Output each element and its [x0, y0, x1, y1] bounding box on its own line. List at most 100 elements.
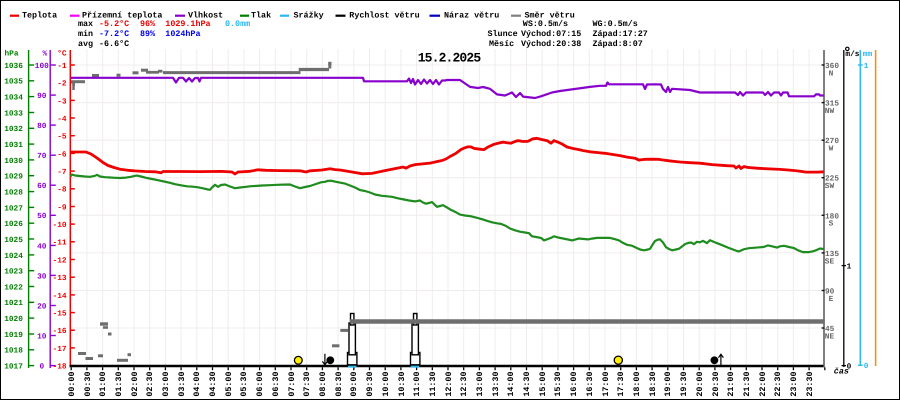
svg-text:-12: -12 — [53, 256, 67, 265]
svg-text:čas: čas — [834, 367, 849, 377]
svg-text:-6.6°C: -6.6°C — [99, 39, 129, 49]
svg-text:07:00: 07:00 — [287, 372, 297, 397]
svg-text:1019: 1019 — [4, 331, 23, 340]
svg-text:-15: -15 — [53, 310, 67, 319]
svg-text:Východ:07:15: Východ:07:15 — [521, 29, 581, 39]
svg-text:02:00: 02:00 — [130, 372, 140, 397]
svg-text:W: W — [829, 145, 834, 154]
svg-text:0: 0 — [39, 363, 44, 372]
svg-text:-9: -9 — [57, 203, 67, 212]
svg-text:-3: -3 — [57, 97, 67, 106]
svg-text:-4: -4 — [57, 115, 67, 124]
svg-text:04:30: 04:30 — [208, 372, 218, 397]
svg-text:1020: 1020 — [4, 315, 23, 324]
svg-text:S: S — [829, 220, 834, 229]
svg-text:Přízemní teplota: Přízemní teplota — [82, 11, 162, 21]
svg-text:21:00: 21:00 — [726, 372, 736, 397]
svg-text:SE: SE — [825, 257, 835, 266]
svg-text:-18: -18 — [53, 363, 67, 372]
svg-text:1030: 1030 — [4, 157, 23, 166]
svg-text:1034: 1034 — [4, 94, 23, 103]
svg-text:1036: 1036 — [4, 62, 23, 71]
svg-text:1022: 1022 — [4, 283, 23, 292]
svg-text:17:00: 17:00 — [601, 372, 611, 397]
svg-text:1024hPa: 1024hPa — [165, 29, 200, 39]
svg-text:08:30: 08:30 — [334, 372, 344, 397]
svg-text:80: 80 — [37, 122, 47, 131]
svg-text:-7.2°C: -7.2°C — [99, 29, 129, 39]
svg-text:12:00: 12:00 — [444, 372, 454, 397]
svg-text:09:30: 09:30 — [365, 372, 375, 397]
svg-text:1031: 1031 — [4, 141, 23, 150]
svg-text:-17: -17 — [53, 345, 67, 354]
svg-text:1029: 1029 — [4, 173, 23, 182]
svg-text:Srážky: Srážky — [294, 11, 324, 21]
svg-text:1017: 1017 — [4, 363, 23, 372]
svg-text:NW: NW — [825, 107, 835, 116]
svg-text:Měsíc: Měsíc — [489, 39, 514, 49]
svg-text:90: 90 — [825, 288, 835, 297]
svg-text:180: 180 — [825, 212, 839, 221]
svg-text:20:00: 20:00 — [695, 372, 705, 397]
svg-text:40: 40 — [37, 242, 47, 251]
svg-text:20: 20 — [37, 302, 47, 311]
svg-text:10:30: 10:30 — [397, 372, 407, 397]
svg-text:1028: 1028 — [4, 189, 23, 198]
svg-text:23:00: 23:00 — [789, 372, 799, 397]
svg-text:1026: 1026 — [4, 220, 23, 229]
svg-text:100: 100 — [35, 62, 49, 71]
svg-text:-5: -5 — [57, 133, 67, 142]
svg-text:-8: -8 — [57, 186, 67, 195]
svg-text:22:30: 22:30 — [773, 372, 783, 397]
svg-text:max: max — [78, 19, 93, 29]
svg-text:60: 60 — [37, 182, 47, 191]
svg-text:NE: NE — [825, 332, 835, 341]
svg-text:21:30: 21:30 — [742, 372, 752, 397]
svg-text:1033: 1033 — [4, 109, 23, 118]
svg-text:-10: -10 — [53, 221, 67, 230]
svg-text:04:00: 04:00 — [192, 372, 202, 397]
svg-text:m/s: m/s — [845, 50, 859, 59]
svg-text:avg: avg — [78, 39, 93, 49]
svg-text:18:30: 18:30 — [648, 372, 658, 397]
svg-text:1024: 1024 — [4, 252, 23, 261]
svg-text:min: min — [78, 29, 93, 39]
svg-text:Slunce: Slunce — [488, 29, 518, 39]
svg-text:18:00: 18:00 — [632, 372, 642, 397]
svg-text:0.0mm: 0.0mm — [225, 19, 250, 29]
svg-text:WS:0.5m/s: WS:0.5m/s — [523, 19, 568, 29]
svg-text:02:30: 02:30 — [145, 372, 155, 397]
svg-text:0: 0 — [864, 362, 869, 371]
svg-text:°C: °C — [57, 49, 67, 58]
svg-text:30: 30 — [37, 272, 47, 281]
svg-text:03:30: 03:30 — [177, 372, 187, 397]
svg-text:13:00: 13:00 — [475, 372, 485, 397]
svg-text:1018: 1018 — [4, 347, 23, 356]
svg-text:09:00: 09:00 — [349, 372, 359, 397]
svg-text:14:30: 14:30 — [522, 372, 532, 397]
svg-text:SW: SW — [825, 182, 835, 191]
svg-text:mm: mm — [863, 51, 873, 59]
svg-text:Západ:17:27: Západ:17:27 — [593, 29, 648, 39]
svg-text:Rychlost větru: Rychlost větru — [349, 11, 419, 21]
svg-text:89%: 89% — [140, 29, 156, 39]
svg-text:%: % — [43, 49, 48, 58]
svg-text:WG:0.5m/s: WG:0.5m/s — [593, 19, 638, 29]
svg-text:270: 270 — [825, 137, 839, 146]
svg-text:05:30: 05:30 — [239, 372, 249, 397]
svg-text:06:30: 06:30 — [271, 372, 281, 397]
svg-text:01:00: 01:00 — [98, 372, 108, 397]
svg-text:15.2.2025: 15.2.2025 — [418, 50, 482, 65]
svg-text:15:00: 15:00 — [538, 372, 548, 397]
svg-text:1035: 1035 — [4, 78, 23, 87]
svg-text:22:00: 22:00 — [758, 372, 768, 397]
svg-text:23:30: 23:30 — [805, 372, 815, 397]
svg-text:10:00: 10:00 — [381, 372, 391, 397]
svg-text:-5.2°C: -5.2°C — [99, 19, 129, 29]
svg-text:Západ:8:07: Západ:8:07 — [593, 39, 643, 49]
svg-text:16:30: 16:30 — [585, 372, 595, 397]
svg-text:Vlhkost: Vlhkost — [188, 11, 223, 21]
svg-text:0: 0 — [847, 362, 852, 371]
svg-text:17:30: 17:30 — [616, 372, 626, 397]
svg-text:96%: 96% — [140, 19, 156, 29]
